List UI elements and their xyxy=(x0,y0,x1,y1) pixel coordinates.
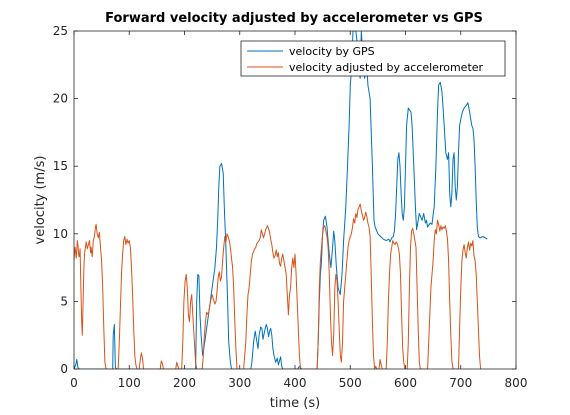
plot-background xyxy=(74,31,516,369)
x-tick-label: 400 xyxy=(284,376,307,390)
plot-area xyxy=(74,31,516,369)
y-tick-label: 10 xyxy=(53,227,68,241)
chart-title: Forward velocity adjusted by acceleromet… xyxy=(105,11,483,26)
series-line-1 xyxy=(74,31,488,369)
y-axis-label: velocity (m/s) xyxy=(33,156,48,245)
legend: velocity by GPS velocity adjusted by acce… xyxy=(240,40,506,77)
legend-box xyxy=(240,40,506,77)
y-tick-label: 5 xyxy=(60,294,68,308)
x-tick-label: 800 xyxy=(505,376,528,390)
x-tick-label: 600 xyxy=(394,376,417,390)
y-tick-label: 20 xyxy=(53,92,68,106)
y-tick-label: 15 xyxy=(53,159,68,173)
x-tick-label: 700 xyxy=(449,376,472,390)
axis-ticks: 0 100 200 300 400 500 600 700 800 0 5 10 15 20 25 xyxy=(53,24,528,390)
legend-label-2: velocity adjusted by accelerometer xyxy=(289,61,484,74)
x-tick-label: 200 xyxy=(173,376,196,390)
x-axis-label: time (s) xyxy=(270,396,320,411)
x-tick-label: 100 xyxy=(118,376,141,390)
series-group xyxy=(74,31,488,369)
x-tick-label: 0 xyxy=(70,376,78,390)
legend-label-1: velocity by GPS xyxy=(289,45,375,58)
x-tick-label: 500 xyxy=(339,376,362,390)
y-tick-label: 0 xyxy=(60,362,68,376)
x-tick-label: 300 xyxy=(228,376,251,390)
series-line-2 xyxy=(74,203,482,369)
y-tick-label: 25 xyxy=(53,24,68,38)
